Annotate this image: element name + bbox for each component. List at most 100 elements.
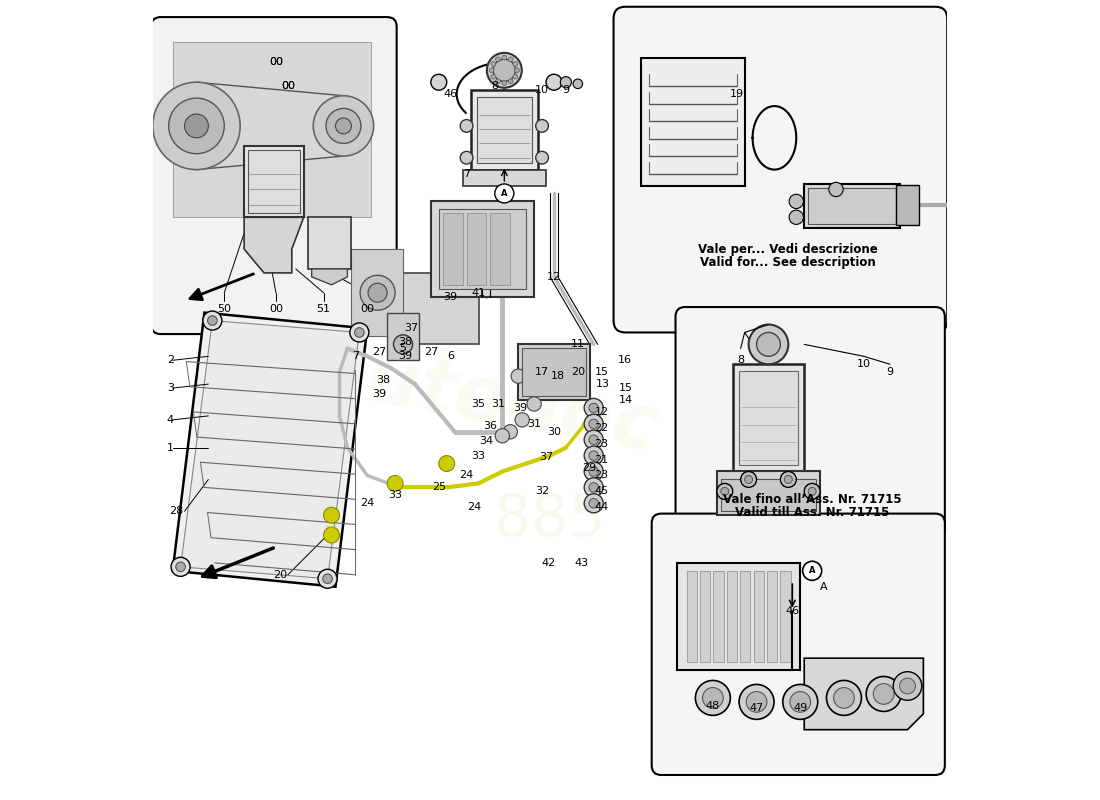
Circle shape (503, 425, 517, 439)
Circle shape (588, 419, 598, 429)
Text: 22: 22 (594, 423, 608, 433)
Text: 39: 39 (398, 351, 412, 362)
Text: 42: 42 (541, 558, 556, 568)
FancyBboxPatch shape (151, 17, 397, 334)
Bar (808, 188, 895, 224)
Circle shape (323, 507, 340, 523)
Circle shape (826, 681, 861, 715)
Circle shape (749, 325, 789, 364)
Circle shape (584, 462, 603, 481)
Bar (387, 313, 419, 360)
Circle shape (588, 482, 598, 492)
Bar (641, 58, 745, 186)
Text: 36: 36 (483, 422, 497, 431)
Circle shape (508, 57, 513, 62)
Circle shape (496, 79, 500, 84)
Circle shape (757, 333, 780, 356)
Text: 43: 43 (574, 558, 589, 568)
Text: 27: 27 (424, 347, 438, 358)
Bar (173, 42, 372, 218)
Bar (714, 571, 724, 662)
Bar (686, 571, 697, 662)
Circle shape (431, 74, 447, 90)
Circle shape (322, 574, 332, 583)
Bar (244, 146, 304, 218)
Circle shape (495, 184, 514, 203)
Text: 46: 46 (443, 89, 458, 99)
Circle shape (573, 79, 583, 89)
Text: 12: 12 (595, 407, 608, 417)
Circle shape (168, 98, 224, 154)
Circle shape (368, 283, 387, 302)
Text: 24: 24 (360, 498, 374, 508)
Circle shape (491, 74, 496, 79)
Circle shape (900, 678, 915, 694)
Text: 13: 13 (596, 379, 611, 389)
Circle shape (789, 210, 803, 225)
Circle shape (515, 413, 529, 427)
Bar (740, 571, 750, 662)
Text: 37: 37 (539, 452, 553, 462)
Circle shape (695, 681, 730, 715)
Circle shape (153, 82, 240, 170)
Text: 38: 38 (376, 375, 390, 385)
Circle shape (487, 53, 521, 88)
Text: 33: 33 (388, 490, 403, 500)
Bar (781, 571, 791, 662)
Text: 35: 35 (472, 399, 485, 409)
Circle shape (350, 323, 368, 342)
FancyBboxPatch shape (651, 514, 945, 775)
Text: 14: 14 (618, 395, 632, 405)
Circle shape (176, 562, 186, 571)
Circle shape (336, 118, 351, 134)
Text: 26: 26 (440, 458, 454, 469)
Circle shape (460, 151, 473, 164)
Text: 49: 49 (793, 703, 807, 714)
Polygon shape (804, 658, 923, 730)
Circle shape (354, 328, 364, 338)
Text: 00: 00 (268, 58, 283, 67)
Bar (308, 218, 351, 269)
Bar (733, 364, 804, 471)
Text: 31: 31 (527, 419, 541, 429)
Circle shape (318, 570, 337, 588)
Text: 23: 23 (595, 438, 608, 449)
Circle shape (834, 687, 855, 708)
Text: 30: 30 (547, 426, 561, 437)
Circle shape (508, 79, 513, 84)
Text: 34: 34 (480, 436, 494, 446)
Bar (463, 170, 546, 186)
Bar (727, 571, 737, 662)
Text: 5: 5 (399, 343, 407, 354)
Text: 33: 33 (472, 450, 485, 461)
Text: 37: 37 (404, 323, 418, 334)
Bar (518, 344, 590, 400)
Circle shape (513, 62, 518, 66)
Text: 20: 20 (571, 367, 585, 377)
Bar (767, 571, 778, 662)
Bar (466, 214, 486, 285)
Text: 10: 10 (857, 359, 871, 370)
Circle shape (703, 687, 723, 708)
FancyBboxPatch shape (145, 0, 955, 800)
Circle shape (560, 77, 572, 88)
Circle shape (491, 62, 496, 66)
Text: 39: 39 (443, 292, 458, 302)
Bar (678, 563, 801, 670)
Circle shape (740, 471, 757, 487)
Text: 2: 2 (167, 355, 174, 366)
Text: 4: 4 (167, 415, 174, 425)
Text: 1: 1 (167, 442, 174, 453)
Circle shape (515, 68, 519, 73)
Text: Vale fino all’Ass. Nr. 71715: Vale fino all’Ass. Nr. 71715 (723, 493, 902, 506)
Text: 25: 25 (324, 526, 339, 536)
Text: 15: 15 (595, 367, 608, 377)
Text: Valid till Ass. Nr. 71715: Valid till Ass. Nr. 71715 (735, 506, 890, 519)
Polygon shape (173, 313, 367, 586)
Polygon shape (311, 269, 348, 285)
Text: 41: 41 (472, 288, 485, 298)
Circle shape (495, 247, 514, 266)
Text: 46: 46 (785, 606, 800, 615)
Text: 17: 17 (535, 367, 549, 377)
Text: 51: 51 (317, 304, 331, 314)
